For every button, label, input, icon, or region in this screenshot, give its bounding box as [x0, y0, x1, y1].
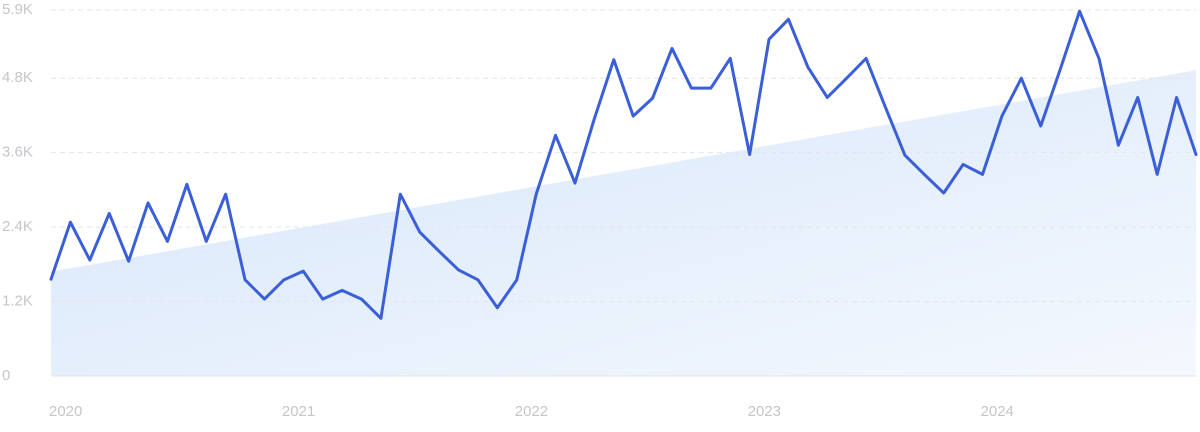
x-tick-label: 2022 — [515, 403, 548, 420]
x-tick-label: 2020 — [49, 403, 82, 420]
y-tick-label: 5.9K — [2, 1, 33, 18]
x-tick-label: 2024 — [981, 403, 1014, 420]
y-tick-label: 2.4K — [2, 218, 33, 235]
y-tick-label: 0 — [2, 367, 10, 384]
trend-area — [51, 70, 1196, 376]
y-tick-label: 4.8K — [2, 69, 33, 86]
y-tick-label: 1.2K — [2, 293, 33, 310]
x-tick-label: 2023 — [748, 403, 781, 420]
line — [49, 9, 1198, 320]
y-tick-label: 3.6K — [2, 144, 33, 161]
x-tick-label: 2021 — [282, 403, 315, 420]
